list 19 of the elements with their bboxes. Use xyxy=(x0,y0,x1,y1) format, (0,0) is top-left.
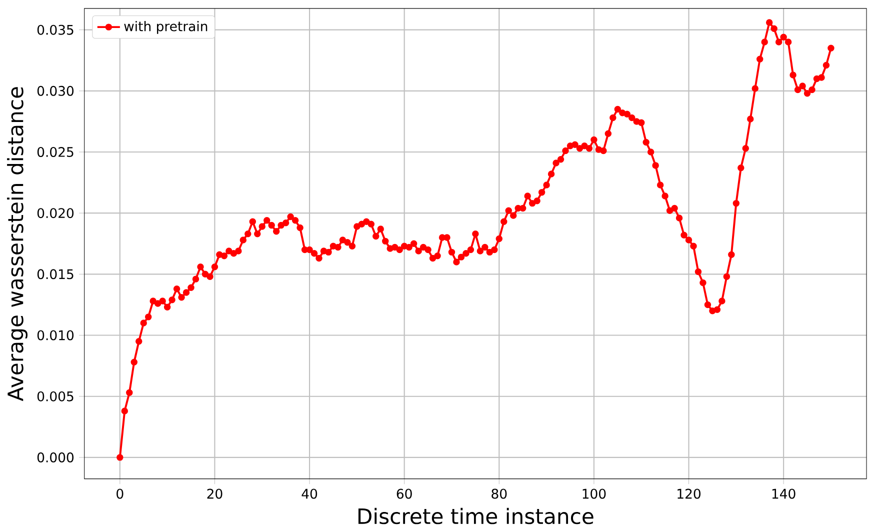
y-tick-label: 0.010 xyxy=(37,330,74,340)
y-tick-label: 0.025 xyxy=(37,146,74,157)
x-tick-label: 60 xyxy=(396,488,412,499)
x-tick-label: 20 xyxy=(207,488,222,499)
y-tick-label: 0.030 xyxy=(37,86,74,96)
x-axis-title: Discrete time instance xyxy=(358,508,594,524)
x-tick-label: 100 xyxy=(582,488,606,499)
legend-label: with pretrain xyxy=(124,20,208,34)
x-tick-label: 120 xyxy=(678,488,700,499)
y-tick-label: 0.035 xyxy=(37,24,74,35)
y-tick-label: 0.020 xyxy=(37,208,74,218)
y-tick-label: 0.000 xyxy=(37,452,74,462)
x-tick-label: 0 xyxy=(116,488,124,499)
x-tick-label: 140 xyxy=(772,488,796,499)
x-tick-label: 40 xyxy=(302,488,318,499)
y-tick-label: 0.005 xyxy=(37,391,74,402)
y-tick-label: 0.015 xyxy=(37,269,74,280)
y-axis-title: Average wasserstein distance xyxy=(7,86,28,402)
x-tick-label: 80 xyxy=(492,488,507,499)
